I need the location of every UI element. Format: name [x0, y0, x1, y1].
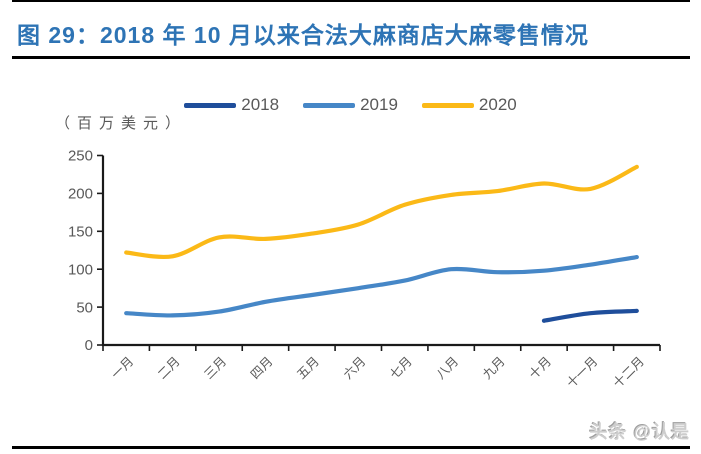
legend-swatch-2020: [421, 102, 474, 108]
x-tick-label: 四月: [248, 354, 276, 382]
x-tick-label: 三月: [202, 354, 230, 382]
series-line-2018: [541, 308, 639, 323]
x-tick-label: 六月: [341, 354, 369, 382]
x-tick-label: 七月: [387, 354, 415, 382]
x-tick-label: 八月: [434, 354, 462, 382]
y-tick-label: 0: [85, 337, 93, 354]
legend-label-2018: 2018: [241, 95, 280, 114]
legend-swatch-2019: [303, 102, 356, 108]
x-tick-label: 十月: [526, 354, 554, 382]
x-tick-label: 五月: [294, 354, 322, 382]
y-tick-label: 150: [68, 224, 93, 241]
x-tick-label: 十二月: [610, 354, 646, 390]
title-underline: [12, 56, 690, 59]
y-axis-unit-label: （百万美元）: [55, 115, 188, 132]
x-tick-label: 十一月: [564, 354, 600, 390]
series-line-2020: [124, 164, 639, 259]
series-line-2019: [124, 255, 639, 318]
legend-item-2018: 2018: [184, 95, 279, 115]
legend-swatch-2018: [184, 102, 237, 108]
watermark: 头条 @认是: [589, 422, 690, 442]
legend-item-2020: 2020: [421, 95, 517, 115]
y-tick-label: 100: [68, 261, 93, 278]
x-tick-label: 九月: [480, 354, 508, 382]
y-tick-label: 200: [68, 186, 93, 203]
y-tick-label: 250: [68, 148, 93, 165]
legend-item-2019: 2019: [303, 95, 398, 115]
figure-title: 图 29：2018 年 10 月以来合法大麻商店大麻零售情况: [17, 22, 589, 48]
legend-label-2019: 2019: [360, 95, 398, 114]
bottom-rule: [12, 446, 690, 449]
x-tick-label: 二月: [155, 354, 183, 382]
x-tick-label: 一月: [109, 354, 137, 382]
legend-label-2020: 2020: [478, 95, 517, 114]
top-rule: [12, 0, 690, 2]
y-tick-label: 50: [76, 299, 93, 316]
line-chart: 0 50 100 150 200 250 一月 二月 三月 四月 五月 六月 七月 八月 九月 十月 十一月 十二…: [68, 148, 661, 391]
chart-legend: 2018 2019 2020: [0, 95, 701, 115]
